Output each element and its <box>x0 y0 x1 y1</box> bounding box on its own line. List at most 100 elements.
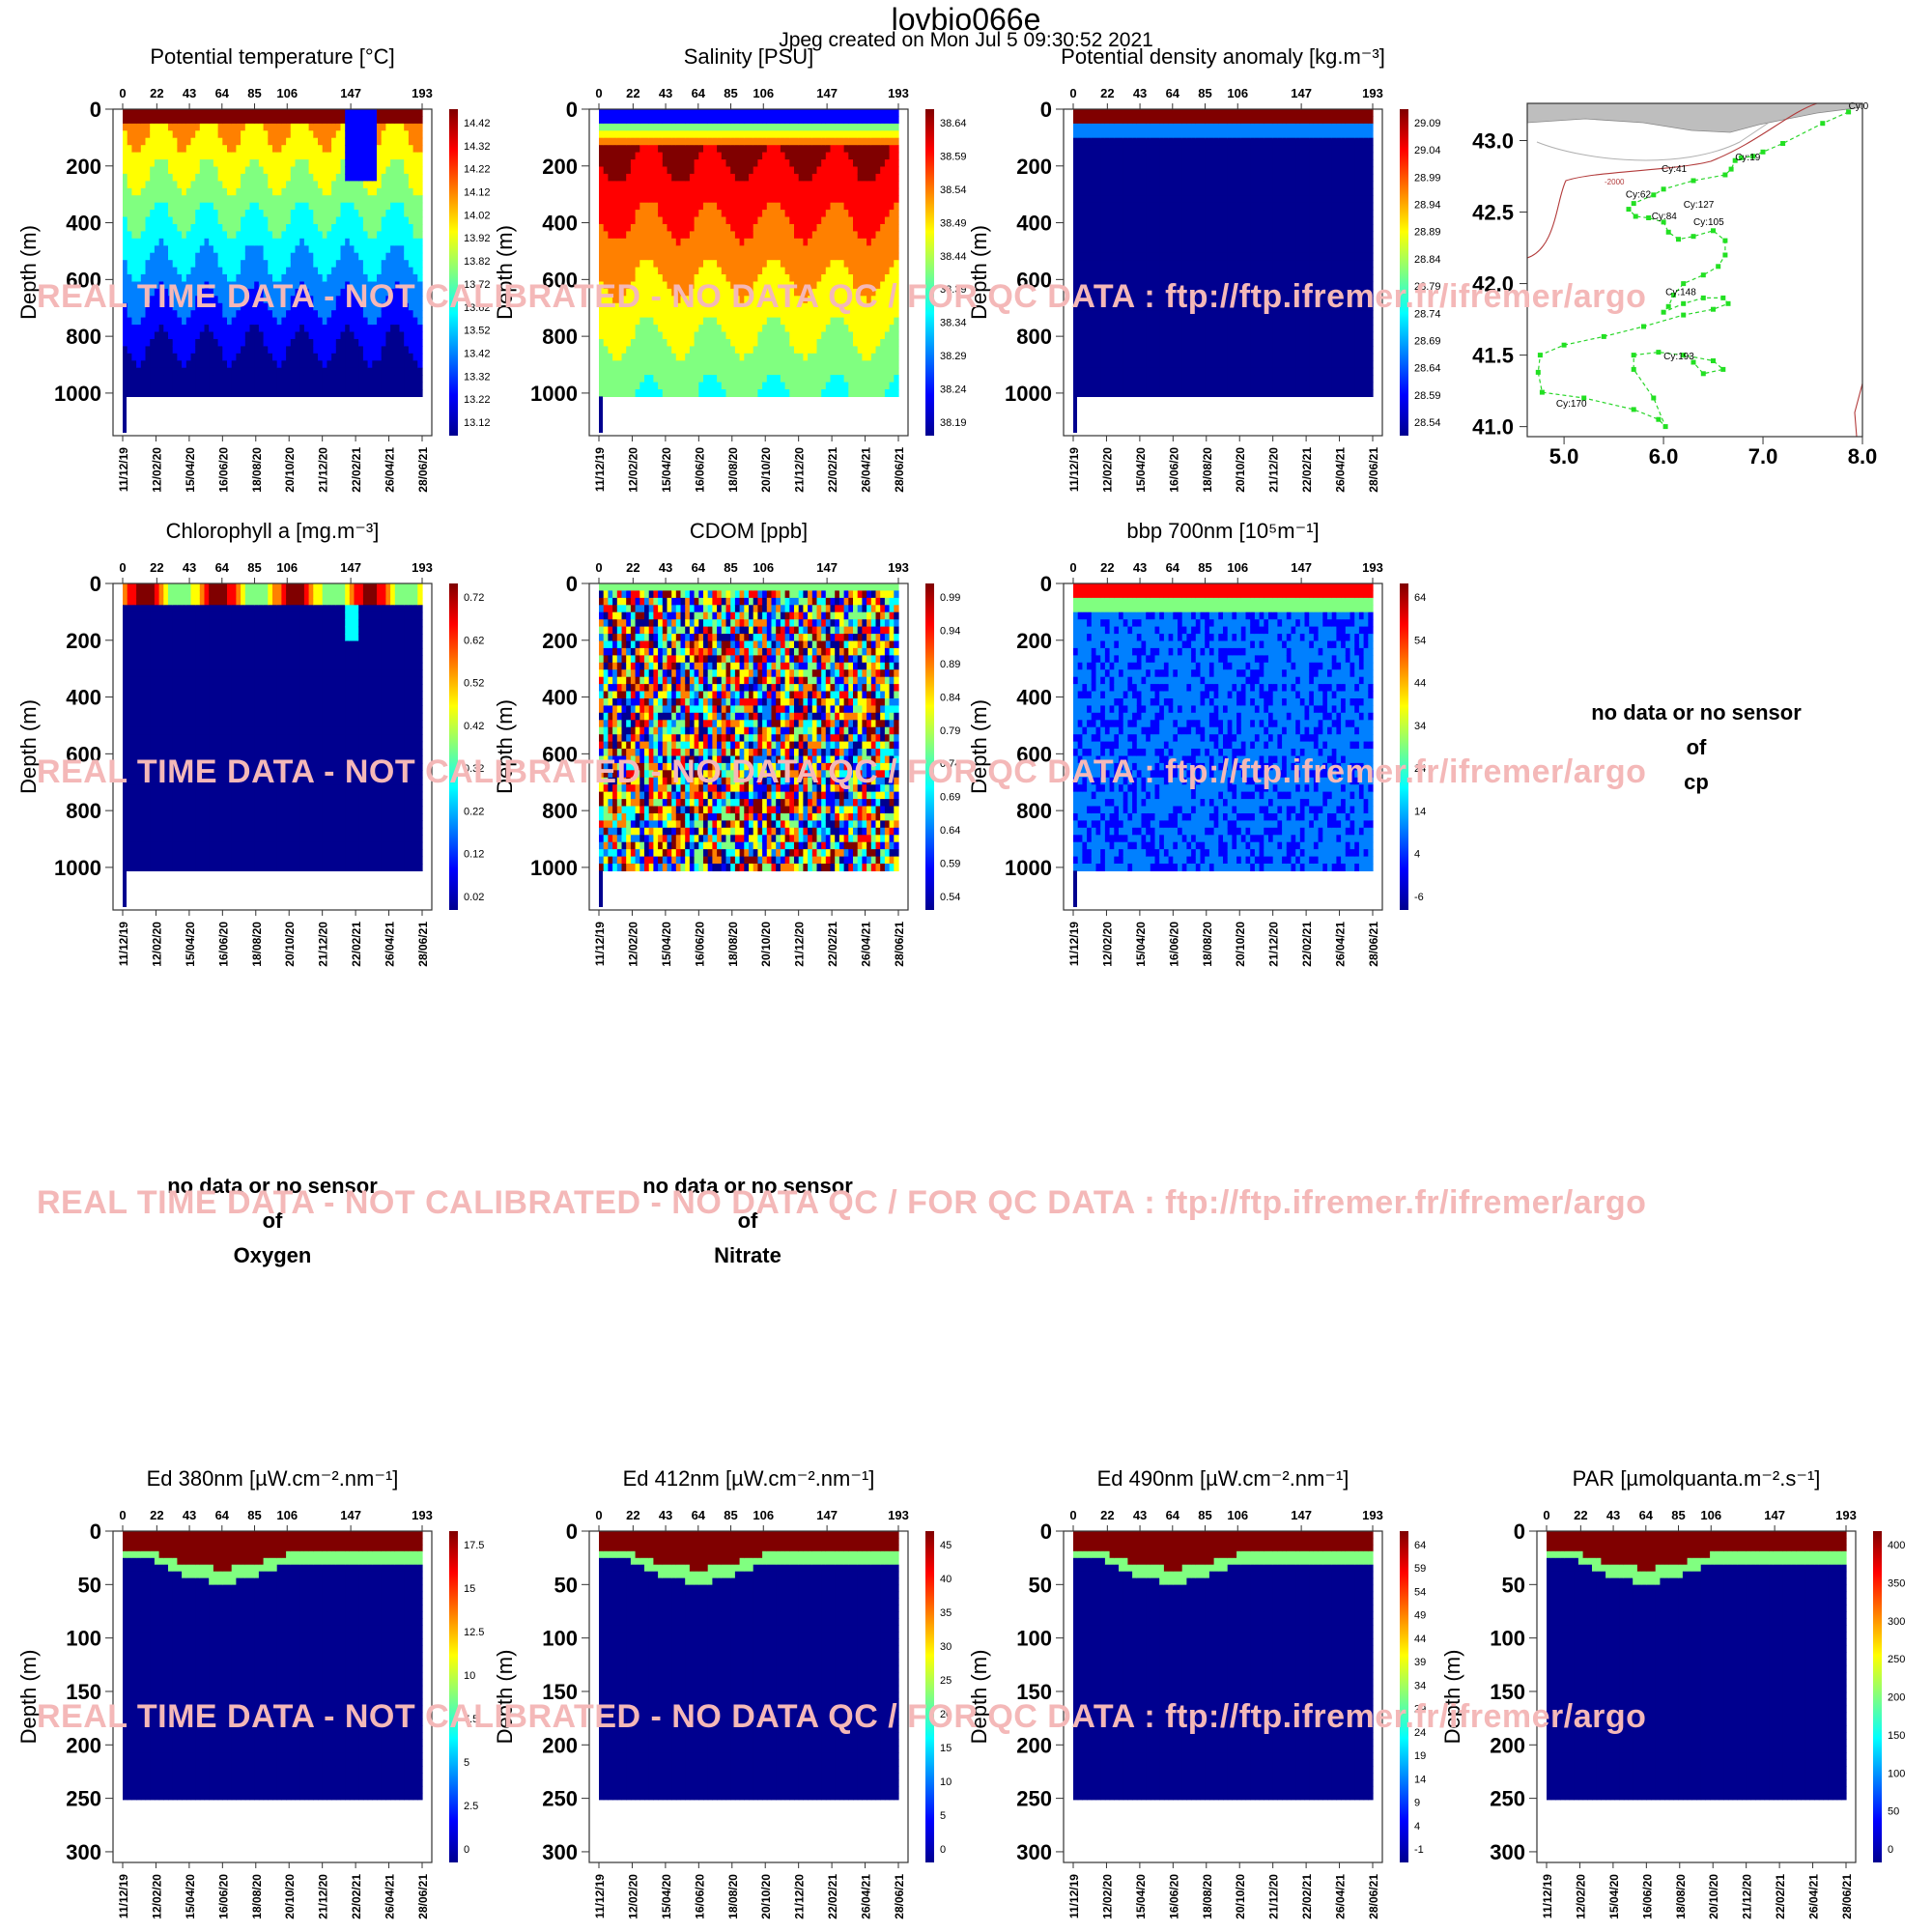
heatmap-cell <box>155 124 159 131</box>
heatmap-cell <box>173 116 178 124</box>
heatmap-cell <box>200 124 205 131</box>
heatmap-cell <box>191 383 196 390</box>
heatmap-cell <box>222 332 227 340</box>
heatmap-cell <box>123 346 128 354</box>
heatmap-cell <box>163 153 168 160</box>
heatmap-cell <box>155 188 159 196</box>
heatmap-cell <box>155 282 159 290</box>
heatmap-cell <box>123 339 128 347</box>
heatmap-cell <box>195 174 200 182</box>
heatmap-cell <box>163 159 168 167</box>
heatmap-cell <box>159 354 164 361</box>
heatmap-cell <box>131 181 136 188</box>
heatmap-cell <box>146 325 151 332</box>
charts-svg: Potential temperature [°C]0 22 43 64 85 106 14… <box>0 0 1932 1932</box>
heatmap-cell <box>155 210 159 217</box>
heatmap-cell <box>141 116 146 124</box>
heatmap-cell <box>195 203 200 211</box>
heatmap-cell <box>128 195 132 203</box>
heatmap-cell <box>182 239 186 246</box>
heatmap-cell <box>159 145 164 153</box>
heatmap-cell <box>218 224 223 232</box>
heatmap-cell <box>141 368 146 376</box>
heatmap-cell <box>123 383 128 390</box>
heatmap-cell <box>195 303 200 311</box>
heatmap-cell <box>131 174 136 182</box>
heatmap-cell <box>182 375 186 383</box>
heatmap-cell <box>168 239 173 246</box>
heatmap-cell <box>222 268 227 275</box>
heatmap-cell <box>150 368 155 376</box>
heatmap-cell <box>155 325 159 332</box>
heatmap-cell <box>155 310 159 318</box>
heatmap-cell <box>168 217 173 225</box>
heatmap-cell <box>123 188 128 196</box>
heatmap-cell <box>213 174 218 182</box>
heatmap-cell <box>218 339 223 347</box>
heatmap-cell <box>150 332 155 340</box>
heatmap-cell <box>177 231 182 239</box>
heatmap-cell <box>128 239 132 246</box>
heatmap-cell <box>128 346 132 354</box>
heatmap-cell <box>186 181 191 188</box>
heatmap-cell <box>191 303 196 311</box>
heatmap-cell <box>159 368 164 376</box>
heatmap-cell <box>150 325 155 332</box>
heatmap-cell <box>123 116 128 124</box>
heatmap-cell <box>200 181 205 188</box>
heatmap-cell <box>218 368 223 376</box>
heatmap-cell <box>195 282 200 290</box>
heatmap-cell <box>123 109 128 117</box>
heatmap-cell <box>163 253 168 261</box>
heatmap-cell <box>128 296 132 303</box>
heatmap-cell <box>200 159 205 167</box>
heatmap-cell <box>136 231 141 239</box>
heatmap-cell <box>177 130 182 138</box>
heatmap-cell <box>186 325 191 332</box>
heatmap-cell <box>205 354 210 361</box>
heatmap-cell <box>209 389 213 397</box>
heatmap-cell <box>128 325 132 332</box>
heatmap-cell <box>155 268 159 275</box>
heatmap-cell <box>123 130 128 138</box>
heatmap-cell <box>195 130 200 138</box>
heatmap-cell <box>136 109 141 117</box>
heatmap-cell <box>136 339 141 347</box>
heatmap-cell <box>155 116 159 124</box>
heatmap-cell <box>150 375 155 383</box>
heatmap-cell <box>163 145 168 153</box>
heatmap-cell <box>213 296 218 303</box>
heatmap-cell <box>131 188 136 196</box>
heatmap-cell <box>186 224 191 232</box>
heatmap-cell <box>213 389 218 397</box>
heatmap-cell <box>205 239 210 246</box>
heatmap-cell <box>209 296 213 303</box>
heatmap-cell <box>168 245 173 253</box>
heatmap-cell <box>222 195 227 203</box>
heatmap-cell <box>218 195 223 203</box>
heatmap-cell <box>146 274 151 282</box>
heatmap-cell <box>205 116 210 124</box>
heatmap-cell <box>159 195 164 203</box>
heatmap-cell <box>168 303 173 311</box>
heatmap-cell <box>186 303 191 311</box>
heatmap-cell <box>213 239 218 246</box>
heatmap-cell <box>195 375 200 383</box>
heatmap-cell <box>177 153 182 160</box>
heatmap-cell <box>141 325 146 332</box>
heatmap-cell <box>209 231 213 239</box>
heatmap-cell <box>186 253 191 261</box>
heatmap-cell <box>222 181 227 188</box>
heatmap-cell <box>195 181 200 188</box>
heatmap-cell <box>222 116 227 124</box>
heatmap-cell <box>195 195 200 203</box>
heatmap-cell <box>155 346 159 354</box>
heatmap-cell <box>128 231 132 239</box>
heatmap-cell <box>177 296 182 303</box>
heatmap-cell <box>218 124 223 131</box>
heatmap-cell <box>218 231 223 239</box>
heatmap-cell <box>146 260 151 268</box>
heatmap-cell <box>177 195 182 203</box>
heatmap-cell <box>159 253 164 261</box>
heatmap-cell <box>182 167 186 175</box>
